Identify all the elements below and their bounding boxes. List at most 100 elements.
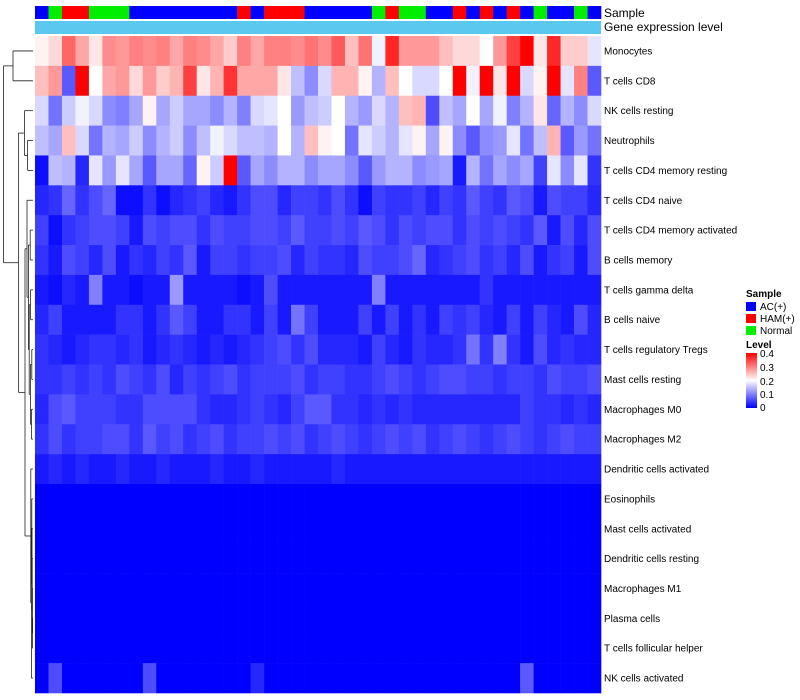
heatmap-cell [35,603,49,634]
heatmap-cell [479,95,494,126]
heatmap-cell [547,633,561,664]
heatmap-cell [129,454,144,485]
heatmap-cell [506,513,521,544]
heatmap-cell [75,603,90,634]
heatmap-cell [331,424,346,455]
row-label: NK cells activated [604,674,683,685]
heatmap-cell [493,603,507,634]
heatmap-cell [385,155,400,186]
heatmap-cell [250,603,265,634]
heatmap-cell [142,543,157,574]
heatmap-cell [115,155,130,186]
heatmap-cell [88,424,103,455]
heatmap-cell [142,334,157,365]
heatmap-cell [479,334,494,365]
heatmap-cell [223,334,238,365]
heatmap-cell [35,185,49,216]
level-legend: Level 0.4 0.3 0.2 0.1 0 [746,340,774,414]
heatmap-cell [533,543,548,574]
heatmap-cell [560,454,575,485]
heatmap-cell [304,483,319,515]
heatmap-cell [210,36,224,67]
heatmap-cell [412,215,427,246]
heatmap-cell [412,603,427,634]
heatmap-cell [371,65,386,97]
heatmap-cell [88,663,103,694]
heatmap-cell [479,633,494,664]
heatmap-cell [520,155,534,186]
heatmap-cell [385,603,400,634]
heatmap-cell [210,125,224,156]
heatmap-cell [574,573,588,604]
sample-annotation-cell [398,6,413,19]
heatmap-cell [75,65,90,97]
heatmap-cell [452,36,467,67]
heatmap-cell [506,274,521,306]
heatmap-cell [344,364,359,395]
sample-annotation-cell [210,6,224,19]
heatmap-cell [331,334,346,365]
heatmap-cell [304,633,319,664]
heatmap-cell [169,364,184,395]
heatmap-cell [196,215,211,246]
heatmap-cell [547,304,561,335]
heatmap-cell [75,663,90,694]
heatmap-cell [88,274,103,306]
heatmap-cell [344,454,359,485]
heatmap-cell [452,65,467,97]
heatmap-cell [506,454,521,485]
heatmap-cell [560,394,575,425]
heatmap-cell [439,215,454,246]
heatmap-cell [331,245,346,276]
heatmap-cell [102,543,117,574]
heatmap-cell [304,245,319,276]
heatmap-cell [48,304,63,335]
heatmap-cell [358,185,373,216]
heatmap-cell [344,394,359,425]
heatmap-cell [250,304,265,335]
heatmap-cell [88,483,103,515]
heatmap-cell [560,245,575,276]
heatmap-cell [439,454,454,485]
heatmap-cell [479,424,494,455]
heatmap-cell [466,603,481,634]
heatmap-cell [574,245,588,276]
heatmap-cell [452,185,467,216]
heatmap-cell [75,304,90,335]
legend-label-ham: HAM(+) [760,314,795,325]
heatmap-cell [35,215,49,246]
heatmap-cell [398,364,413,395]
heatmap-cell [371,364,386,395]
heatmap-cell [412,334,427,365]
heatmap-cell [412,95,427,126]
heatmap-cell [35,334,49,365]
heatmap-cell [385,454,400,485]
heatmap-cell [304,36,319,67]
heatmap-cell [196,274,211,306]
heatmap-cell [479,215,494,246]
sample-annotation-cell [35,6,49,19]
heatmap-cell [115,65,130,97]
heatmap-cell [169,573,184,604]
heatmap-cell [506,65,521,97]
heatmap-cell [237,424,251,455]
heatmap-cell [35,36,49,67]
heatmap-cell [169,483,184,515]
heatmap-cell [344,424,359,455]
heatmap-cell [156,543,171,574]
heatmap-cell [169,95,184,126]
heatmap-cell [466,155,481,186]
heatmap-cell [35,454,49,485]
heatmap-cell [425,364,440,395]
heatmap-cell [156,185,171,216]
heatmap-cell [210,304,224,335]
heatmap-cell [398,633,413,664]
heatmap-cell [318,334,332,365]
heatmap-cell [291,454,305,485]
heatmap-cell [547,573,561,604]
heatmap-cell [425,543,440,574]
heatmap-cell [250,364,265,395]
heatmap-cell [344,245,359,276]
heatmap-cell [506,424,521,455]
heatmap-cell [129,125,144,156]
